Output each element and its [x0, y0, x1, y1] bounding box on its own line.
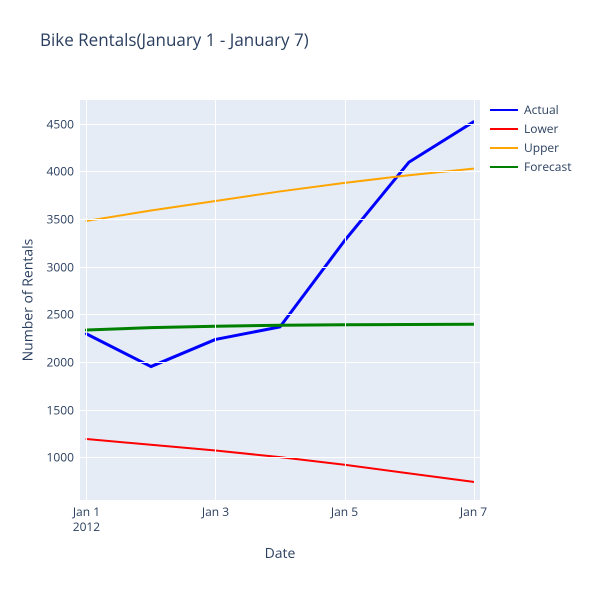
y-tick-label: 1000	[47, 449, 74, 466]
y-axis-ticks: 1000 1500 2000 2500 3000 3500 4000 4500	[0, 100, 80, 500]
gridline-horizontal	[80, 267, 480, 268]
legend-item-forecast[interactable]: Forecast	[490, 157, 571, 176]
gridline-horizontal	[80, 171, 480, 172]
y-tick-label: 3000	[47, 258, 74, 275]
gridline-vertical	[345, 100, 346, 500]
gridline-vertical	[215, 100, 216, 500]
legend-swatch	[490, 128, 518, 130]
x-tick-label: Jan 7	[460, 504, 487, 519]
gridline-horizontal	[80, 314, 480, 315]
legend-swatch	[490, 166, 518, 168]
chart-container: Bike Rentals(January 1 - January 7) 1000…	[0, 0, 600, 600]
y-tick-label: 1500	[47, 401, 74, 418]
gridline-vertical	[86, 100, 87, 500]
gridline-horizontal	[80, 219, 480, 220]
gridline-horizontal	[80, 410, 480, 411]
legend-label: Actual	[524, 101, 559, 118]
series-actual[interactable]	[86, 122, 473, 367]
x-axis-label: Date	[265, 544, 296, 563]
x-tick-label: Jan 5	[331, 504, 358, 519]
y-tick-label: 2500	[47, 306, 74, 323]
y-tick-label: 4000	[47, 163, 74, 180]
legend-item-upper[interactable]: Upper	[490, 138, 571, 157]
legend-item-actual[interactable]: Actual	[490, 100, 571, 119]
legend-label: Forecast	[524, 158, 571, 175]
legend-swatch	[490, 109, 518, 111]
legend: Actual Lower Upper Forecast	[490, 100, 571, 176]
legend-label: Upper	[524, 139, 559, 156]
gridline-vertical	[474, 100, 475, 500]
y-tick-label: 2000	[47, 353, 74, 370]
plot-area	[80, 100, 480, 500]
gridline-horizontal	[80, 362, 480, 363]
chart-lines	[80, 100, 480, 500]
x-tick-label: Jan 3	[202, 504, 229, 519]
y-tick-label: 3500	[47, 211, 74, 228]
y-axis-label: Number of Rentals	[19, 239, 38, 362]
x-tick-label: Jan 1 2012	[73, 504, 100, 534]
gridline-horizontal	[80, 457, 480, 458]
gridline-horizontal	[80, 124, 480, 125]
series-upper[interactable]	[86, 169, 473, 221]
y-tick-label: 4500	[47, 115, 74, 132]
series-lower[interactable]	[86, 439, 473, 482]
legend-item-lower[interactable]: Lower	[490, 119, 571, 138]
legend-swatch	[490, 147, 518, 149]
legend-label: Lower	[524, 120, 558, 137]
chart-title: Bike Rentals(January 1 - January 7)	[40, 28, 309, 51]
